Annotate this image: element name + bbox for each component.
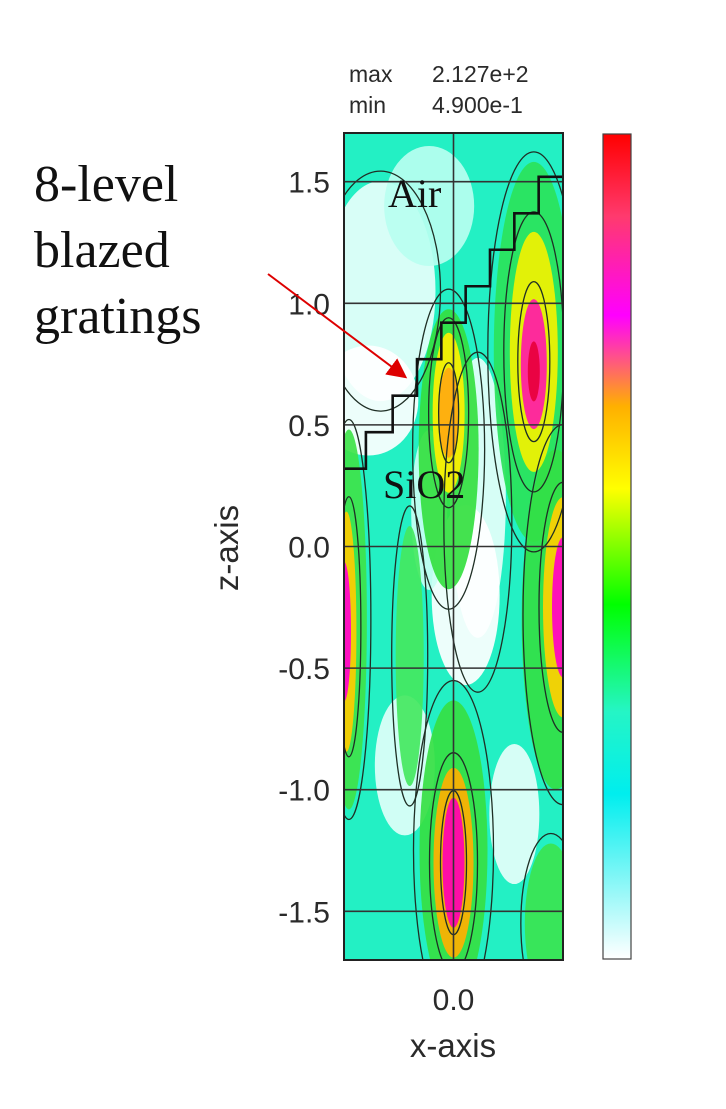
min-label: min — [349, 92, 386, 118]
colorbar — [602, 133, 632, 960]
region-label-air: Air — [388, 171, 441, 216]
annotation-line-3: gratings — [34, 288, 202, 345]
y-tick-label: 0.5 — [288, 410, 330, 443]
max-value: 2.127e+2 — [432, 61, 529, 87]
y-tick-label: -0.5 — [278, 653, 330, 686]
plot-area — [344, 133, 563, 960]
grating-annotation: 8-level blazed gratings — [34, 156, 408, 379]
y-tick-label: -1.5 — [278, 896, 330, 929]
y-tick-label: -1.0 — [278, 775, 330, 808]
y-tick-label: 0.0 — [288, 532, 330, 565]
y-axis-ticks: 1.51.00.50.0-0.5-1.0-1.5 — [278, 167, 330, 930]
annotation-line-1: 8-level — [34, 156, 178, 213]
y-axis-label: z-axis — [208, 505, 245, 591]
x-axis-label: x-axis — [410, 1027, 496, 1064]
grid-lines — [344, 133, 563, 960]
region-label-sio2: SiO2 — [383, 462, 465, 507]
min-value: 4.900e-1 — [432, 92, 523, 118]
annotation-arrow — [267, 273, 408, 379]
y-tick-label: 1.5 — [288, 167, 330, 200]
annotation-line-2: blazed — [34, 222, 170, 279]
plot-frame — [343, 132, 564, 961]
max-label: max — [349, 61, 393, 87]
x-tick-label: 0.0 — [433, 984, 475, 1017]
x-axis-ticks: 0.0 — [433, 984, 475, 1017]
grating-profile — [344, 175, 563, 470]
